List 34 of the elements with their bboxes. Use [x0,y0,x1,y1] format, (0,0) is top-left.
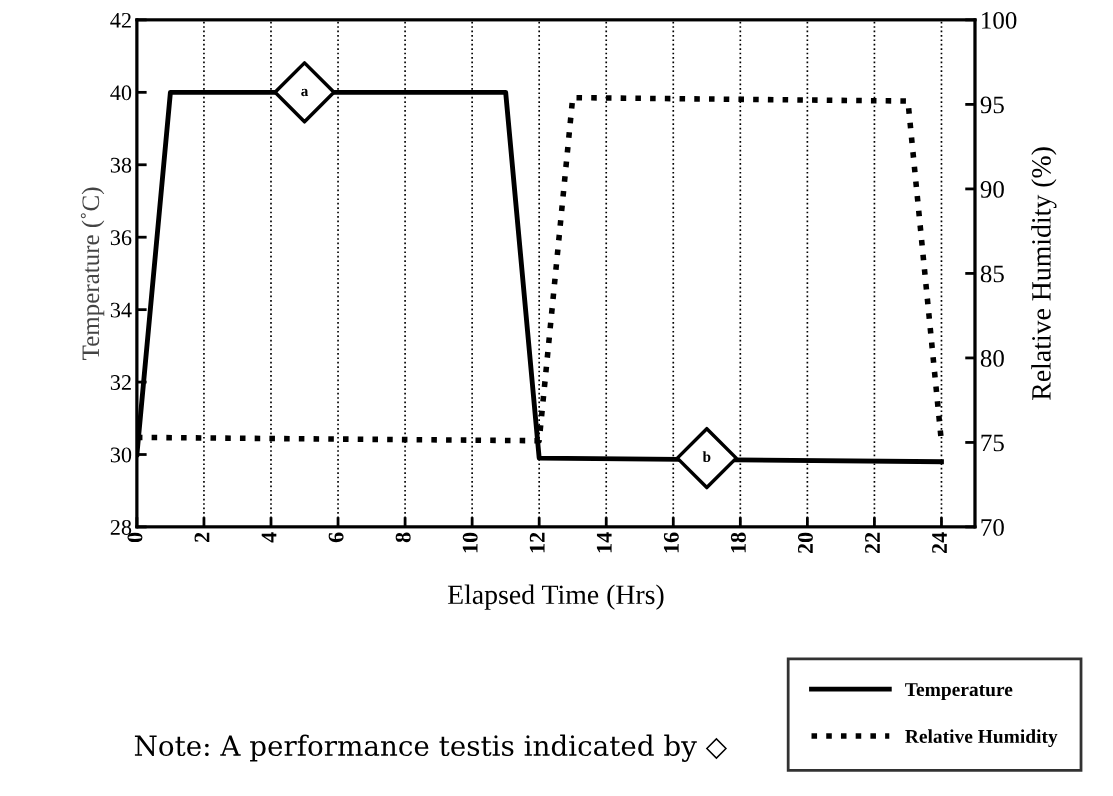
legend-label: Temperature [905,683,1013,701]
x-tick-label: 2 [194,532,210,542]
x-axis-title: Elapsed Time (Hrs) [447,584,664,610]
y-axis-title: Temperature (˚C) [80,187,105,360]
y2-axis-title: Relative Humidity (%) [1031,147,1057,400]
annotation: b [702,451,711,462]
y2-tick-label: 85 [980,265,1004,283]
x-tick-label: 4 [261,532,277,543]
y-tick-label: 32 [110,375,131,391]
legend-label: Relative Humidity [905,729,1058,748]
y2-tick-label: 75 [981,434,1004,452]
y-tick-label: 36 [110,230,132,246]
y-tick-label: 38 [110,157,132,173]
x-tick-label: 8 [395,532,411,543]
x-tick-label: 12 [529,532,545,553]
annotation: a [301,88,309,97]
y2-tick-label: 95 [980,96,1004,114]
y-tick-label: 34 [110,302,132,318]
y2-tick-label: 70 [981,519,1004,536]
x-tick-label: 14 [596,532,612,553]
x-tick-label: 16 [663,532,679,553]
y2-tick-label: 80 [980,349,1004,367]
x-tick-label: 10 [462,532,478,553]
x-tick-label: 20 [797,532,813,554]
y2-tick-label: 100 [982,11,1017,29]
y-tick-label: 30 [110,447,132,463]
x-tick-label: 6 [328,532,344,543]
text: Note: A performance testis indicated by ◇ [134,734,728,762]
y2-tick-label: 90 [980,180,1004,198]
x-tick-label: 18 [730,532,746,553]
y-tick-label: 40 [110,85,132,101]
y-tick-label: 42 [110,12,131,28]
x-tick-label: 22 [865,532,880,554]
x-tick-label: 24 [932,532,947,554]
